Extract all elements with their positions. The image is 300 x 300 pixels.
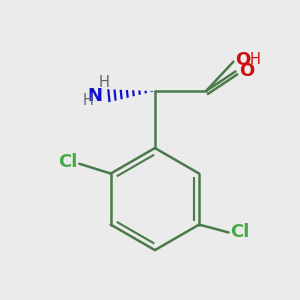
Text: H: H xyxy=(83,93,94,108)
Text: H: H xyxy=(98,75,109,90)
Text: O: O xyxy=(236,51,250,69)
Text: O: O xyxy=(239,62,255,80)
Text: Cl: Cl xyxy=(230,224,250,242)
Text: H: H xyxy=(249,52,260,67)
Text: Cl: Cl xyxy=(58,153,77,171)
Text: N: N xyxy=(87,87,102,105)
